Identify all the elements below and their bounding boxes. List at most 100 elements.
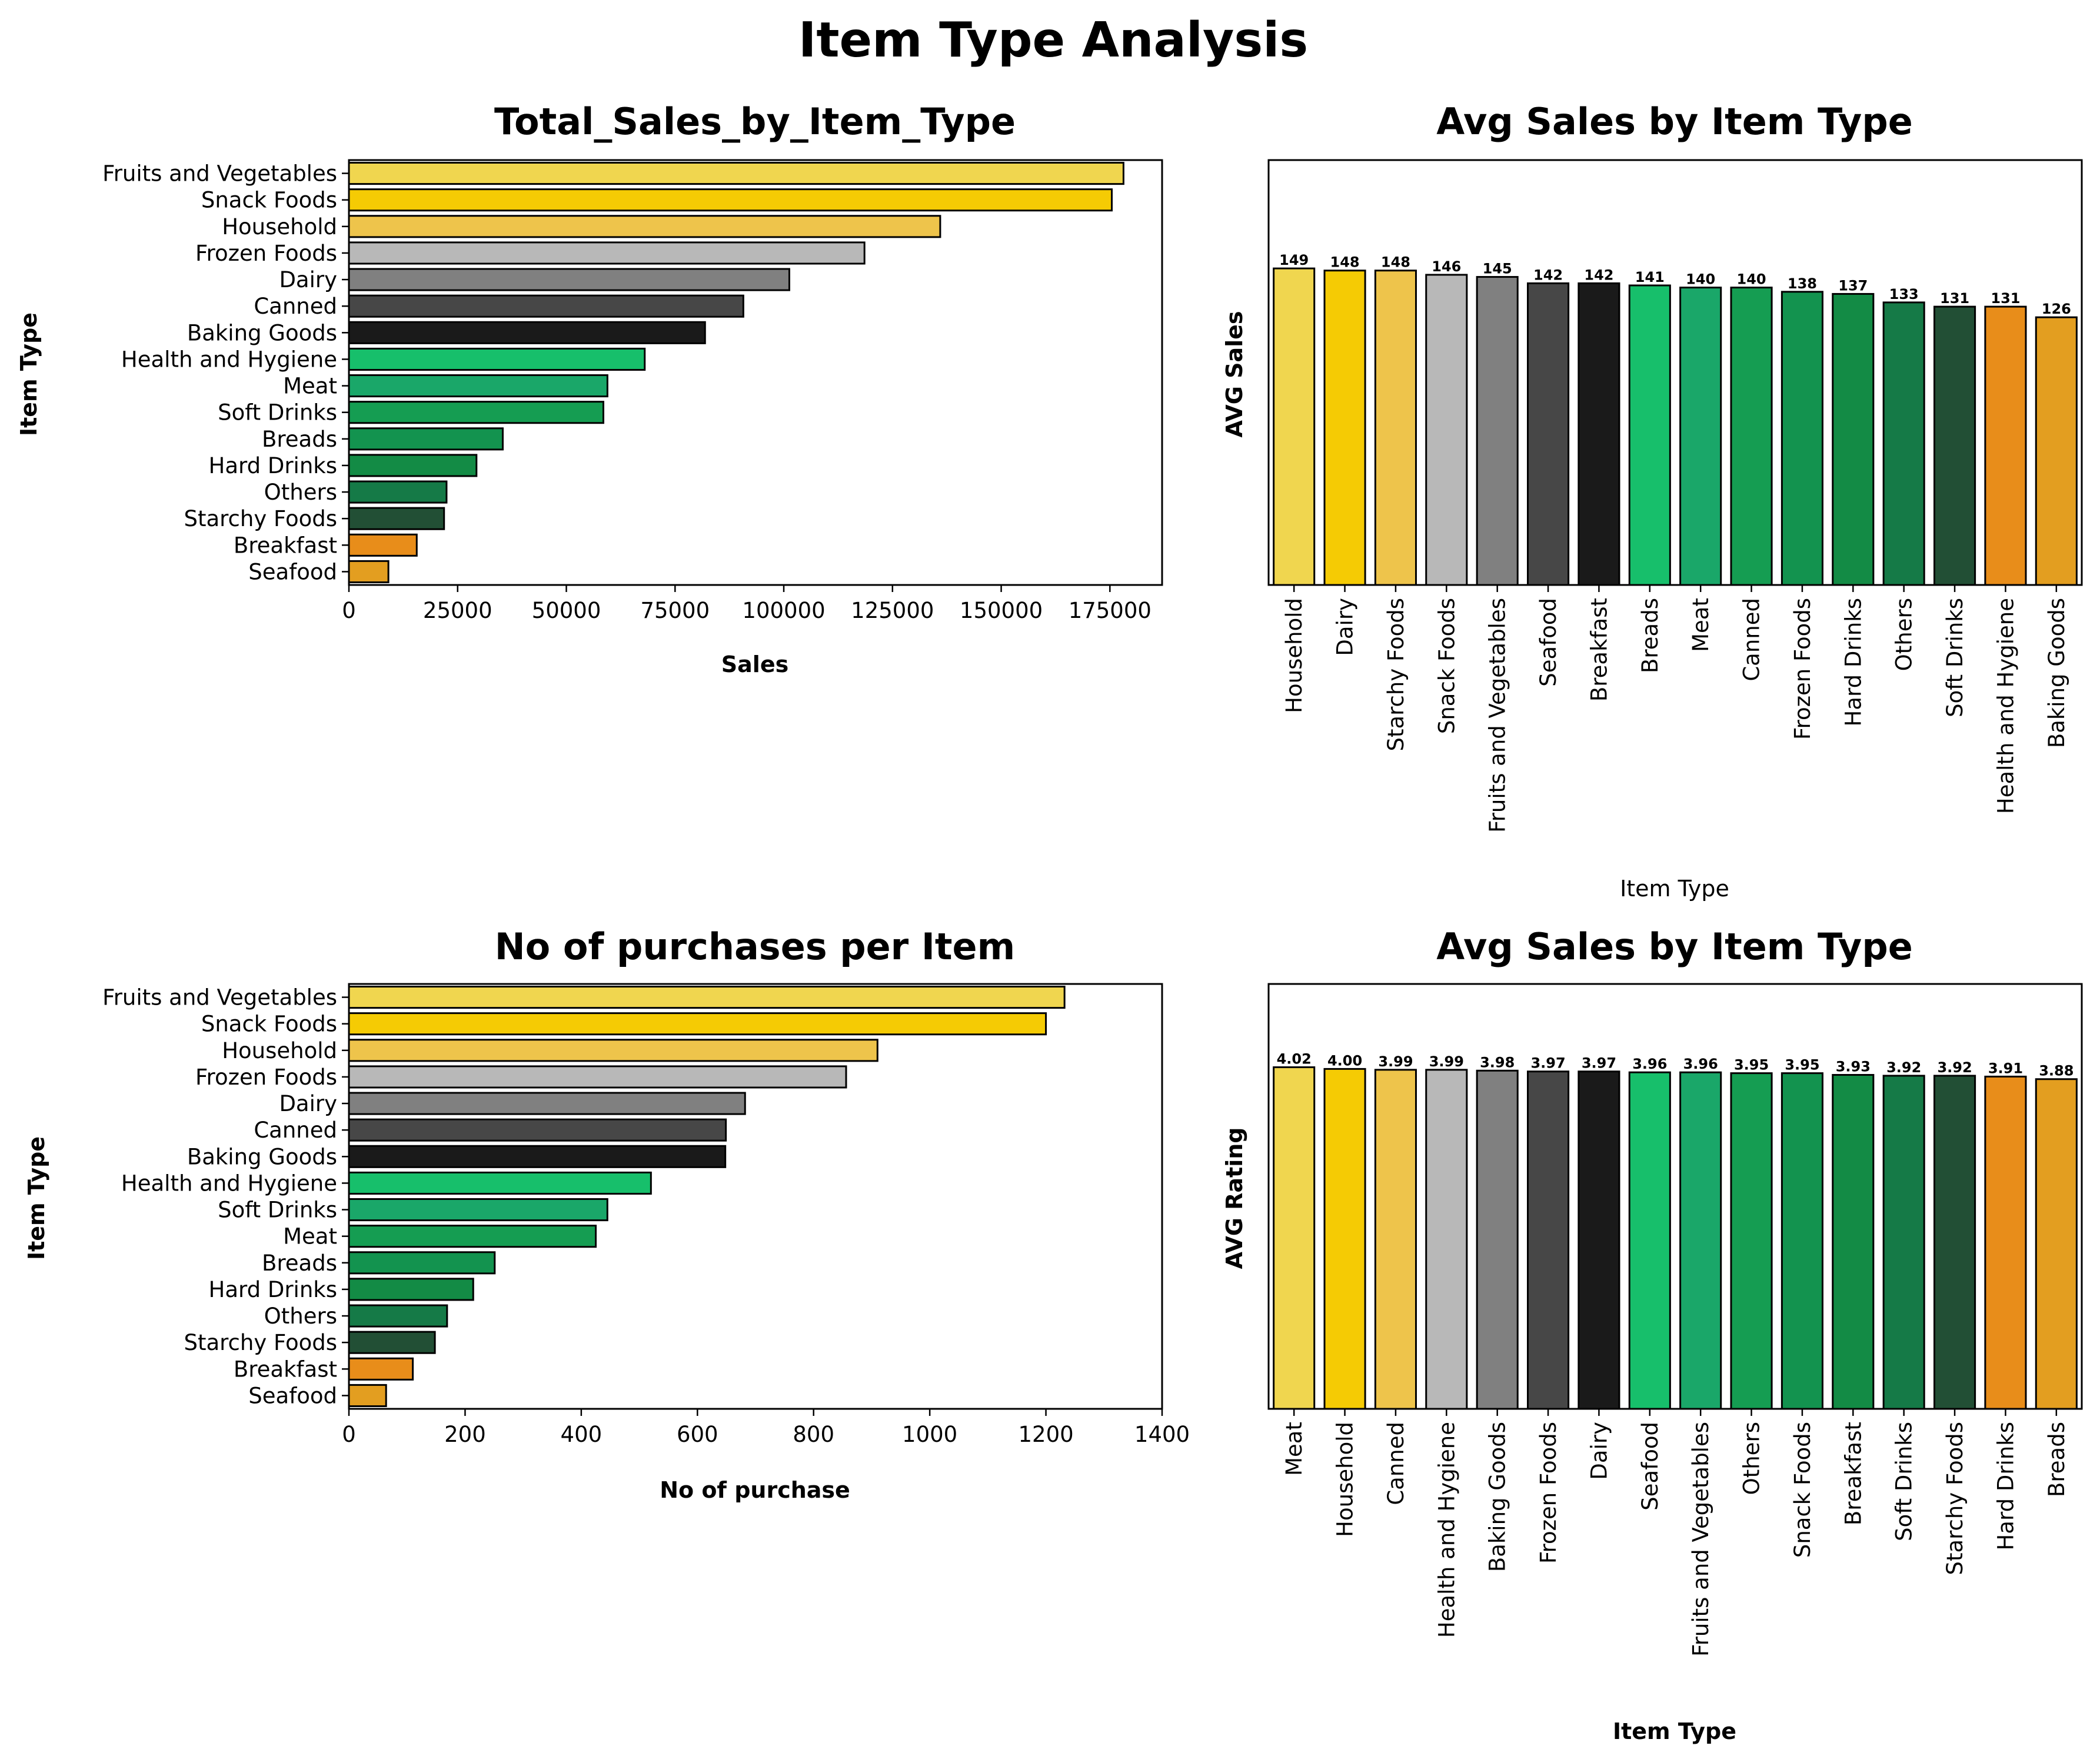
bar-breakfast [1578, 282, 1620, 586]
plot-frame [1267, 983, 2083, 1410]
x-tick-label: Fruits and Vegetables [1485, 598, 1510, 833]
x-tick-label: Meat [1282, 1422, 1307, 1476]
y-axis-label: Item Type [24, 1136, 49, 1260]
data-label: 3.91 [1988, 1060, 2023, 1076]
x-tick-label: Health and Hygiene [1993, 598, 2018, 814]
y-axis-label: AVG Rating [1222, 1127, 1247, 1269]
data-label: 3.99 [1429, 1053, 1464, 1070]
panel-avg-sales: Avg Sales by Item Type Item Type AVG Sal… [1222, 100, 2083, 902]
plot-frame [348, 159, 1163, 586]
bar-seafood [1527, 282, 1570, 586]
bar-hard-drinks [1832, 292, 1875, 586]
bar-breads [1628, 284, 1671, 586]
y-tick-label: Soft Drinks [218, 400, 337, 425]
y-tick-label: Meat [283, 374, 337, 399]
x-axis-label: No of purchase [660, 1477, 850, 1503]
x-tick-label: Breakfast [1586, 598, 1612, 701]
x-tick-label: 1000 [902, 1422, 957, 1447]
data-label: 140 [1686, 271, 1715, 288]
x-tick-label: 25000 [423, 598, 492, 623]
x-tick-label: Frozen Foods [1536, 1422, 1561, 1564]
bar-health-and-hygiene [348, 1171, 652, 1195]
data-label: 3.97 [1582, 1055, 1616, 1072]
bar-starchy-foods [348, 1331, 436, 1354]
bar-others [1882, 301, 1925, 586]
y-axis-label: Item Type [16, 312, 42, 436]
bar-household [1323, 1068, 1366, 1410]
x-tick-label: Others [1892, 598, 1917, 671]
y-tick-label: Snack Foods [201, 1012, 337, 1037]
panel-avg-rating: Avg Sales by Item Type Item Type AVG Rat… [1222, 925, 2083, 1744]
bar-snack-foods [348, 188, 1113, 212]
y-tick-label: Seafood [248, 1383, 337, 1408]
data-label: 145 [1483, 261, 1512, 277]
data-label: 3.88 [2039, 1063, 2074, 1079]
data-label: 3.95 [1734, 1057, 1769, 1073]
x-tick-label: Starchy Foods [1383, 598, 1409, 752]
bar-meat [348, 1225, 597, 1248]
y-tick-label: Meat [283, 1224, 337, 1249]
y-tick-label: Frozen Foods [195, 241, 337, 266]
y-tick-label: Canned [254, 294, 337, 319]
x-tick-label: 0 [342, 1422, 356, 1447]
y-tick-label: Fruits and Vegetables [102, 985, 337, 1010]
y-tick-label: Baking Goods [187, 320, 337, 345]
x-tick-label: 0 [342, 598, 356, 623]
bar-breads [2035, 1078, 2078, 1410]
panel-purchases: No of purchases per Item No of purchase … [24, 925, 1190, 1503]
x-axis-label: Item Type [1613, 1718, 1736, 1744]
x-tick-label: 75000 [640, 598, 710, 623]
y-tick-label: Others [264, 1304, 337, 1329]
x-tick-label: Meat [1688, 598, 1713, 652]
bar-fruits-and-vegetables [348, 986, 1066, 1009]
data-label: 142 [1584, 267, 1613, 283]
bar-breakfast [348, 533, 418, 557]
x-tick-label: Health and Hygiene [1434, 1422, 1459, 1638]
bar-canned [348, 294, 744, 318]
figure-suptitle: Item Type Analysis [798, 12, 1308, 68]
y-tick-label: Hard Drinks [209, 1277, 337, 1302]
panel-title: Avg Sales by Item Type [1436, 925, 1913, 968]
x-tick-label: Canned [1739, 598, 1765, 681]
x-tick-label: 200 [444, 1422, 486, 1447]
y-tick-label: Breads [262, 1251, 337, 1276]
x-tick-label: 100000 [742, 598, 825, 623]
plot-frame [1267, 159, 2083, 586]
x-tick-label: Household [1333, 1422, 1358, 1537]
bar-baking-goods [348, 1145, 727, 1168]
bar-fruits-and-vegetables [1679, 1071, 1722, 1410]
bar-baking-goods [348, 321, 706, 344]
y-tick-label: Breads [262, 427, 337, 452]
bar-hard-drinks [348, 454, 478, 477]
y-tick-label: Dairy [279, 267, 337, 292]
x-tick-label: Baking Goods [1485, 1422, 1510, 1572]
data-label: 131 [1991, 290, 2020, 307]
x-tick-label: 175000 [1069, 598, 1151, 623]
panel-title: Total_Sales_by_Item_Type [494, 100, 1016, 143]
y-tick-label: Hard Drinks [209, 453, 337, 478]
x-axis-label: Item Type [1620, 876, 1729, 902]
panel-title: No of purchases per Item [495, 925, 1015, 968]
data-label: 140 [1737, 271, 1766, 288]
bar-dairy [348, 1092, 746, 1115]
x-tick-label: 1200 [1018, 1422, 1073, 1447]
data-label: 3.96 [1632, 1056, 1667, 1072]
data-label: 3.92 [1937, 1059, 1972, 1076]
y-tick-label: Snack Foods [201, 188, 337, 213]
y-tick-label: Fruits and Vegetables [102, 161, 337, 187]
data-label: 148 [1381, 254, 1410, 271]
bar-frozen-foods [348, 241, 866, 265]
x-tick-label: Snack Foods [1434, 598, 1459, 734]
bar-soft-drinks [348, 401, 604, 424]
data-label: 149 [1279, 252, 1309, 268]
data-label: 3.93 [1836, 1059, 1871, 1075]
bar-dairy [1323, 270, 1366, 586]
bar-frozen-foods [1527, 1070, 1570, 1410]
bar-breakfast [348, 1357, 414, 1381]
bar-seafood [1628, 1071, 1671, 1410]
y-tick-label: Health and Hygiene [121, 347, 337, 372]
bar-household [348, 1039, 878, 1062]
bar-others [1730, 1072, 1773, 1410]
